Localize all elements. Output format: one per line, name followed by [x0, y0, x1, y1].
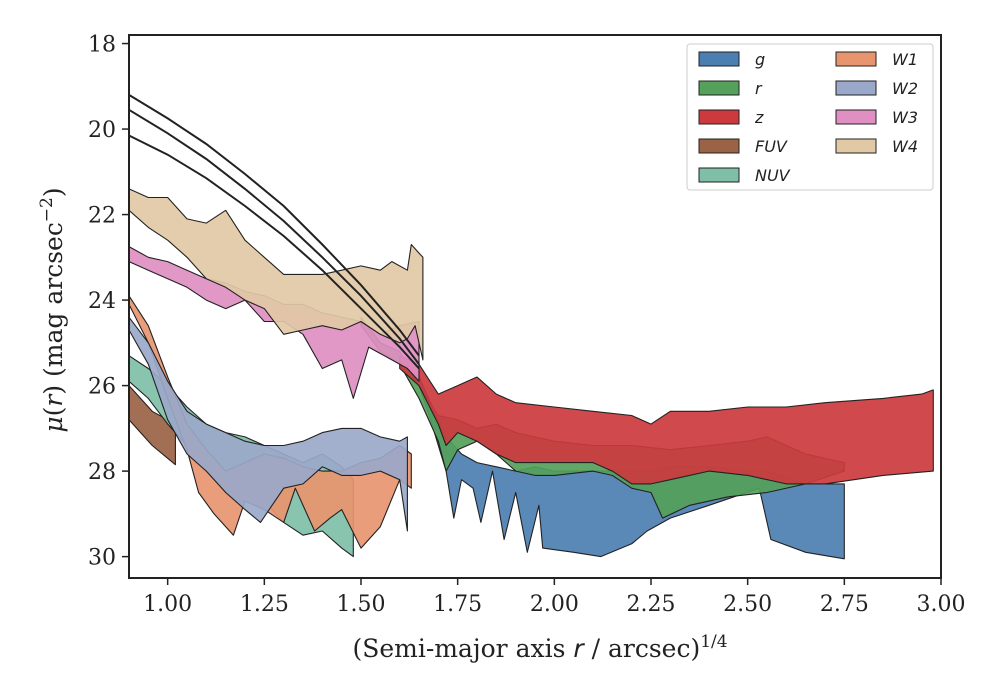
y-axis-title-open: (	[39, 407, 68, 417]
x-axis-title-var: r	[573, 634, 585, 663]
legend-swatch	[698, 138, 740, 154]
band-fuv	[128, 385, 176, 466]
y-axis-title-sup: −2	[37, 197, 57, 222]
y-axis-title-close: ) (mag arcsec	[39, 222, 68, 395]
legend-label: W3	[892, 108, 918, 127]
legend-item-r: r	[698, 79, 763, 98]
x-tick-label: 1.75	[433, 592, 482, 617]
legend-swatch	[698, 51, 740, 67]
y-axis-title-mu: μ	[39, 416, 68, 432]
legend-swatch	[698, 80, 740, 96]
plot-frame	[128, 34, 942, 579]
y-tick-label: 20	[88, 118, 116, 143]
model-lines-layer	[128, 94, 420, 370]
x-tick-label: 1.25	[240, 592, 289, 617]
legend-label: W1	[892, 50, 918, 69]
legend-item-w2: W2	[835, 79, 918, 98]
x-axis: 1.00 1.25 1.50 1.75 2.00 2.25 2.50 2.75 3.00	[143, 578, 965, 617]
y-axis-title: μ(r) (mag arcsec−2)	[37, 187, 68, 432]
legend: grz FUV NUV W1 W2 W3 W4	[686, 43, 934, 191]
band-w4	[128, 188, 424, 361]
band-w2	[128, 316, 408, 532]
y-axis: 18 20 22 24 26 28 30	[88, 33, 129, 571]
x-tick-label: 3.00	[917, 592, 966, 617]
legend-label: W4	[892, 137, 918, 156]
y-tick-label: 22	[88, 204, 116, 229]
legend-item-nuv: NUV	[698, 166, 791, 185]
y-axis-title-end: )	[39, 187, 68, 197]
legend-item-g: g	[698, 50, 765, 69]
x-tick-label: 2.25	[627, 592, 676, 617]
x-tick-label: 2.50	[723, 592, 772, 617]
x-tick-label: 1.50	[337, 592, 386, 617]
legend-swatch	[835, 109, 877, 125]
legend-swatch	[698, 167, 740, 183]
legend-label: r	[755, 79, 763, 98]
y-tick-label: 26	[88, 375, 116, 400]
legend-swatch	[835, 51, 877, 67]
legend-item-w1: W1	[835, 50, 918, 69]
legend-swatch	[698, 109, 740, 125]
legend-item-fuv: FUV	[698, 137, 788, 156]
x-axis-title: (Semi-major axis r / arcsec)1/4	[352, 632, 727, 663]
model-line-2	[128, 108, 420, 365]
legend-item-w3: W3	[835, 108, 918, 127]
y-tick-label: 28	[88, 460, 116, 485]
x-tick-label: 1.00	[143, 592, 192, 617]
legend-swatch	[835, 138, 877, 154]
model-line-1	[128, 94, 420, 357]
bands-layer	[128, 188, 934, 560]
legend-item-z: z	[698, 108, 764, 127]
x-tick-label: 2.00	[530, 592, 579, 617]
x-axis-title-rest: / arcsec)	[584, 634, 701, 663]
legend-label: W2	[892, 79, 918, 98]
x-axis-title-sup: 1/4	[700, 632, 727, 652]
y-tick-label: 30	[88, 546, 116, 571]
legend-swatch	[835, 80, 877, 96]
y-axis-title-var: r	[39, 393, 68, 407]
y-tick-label: 18	[88, 33, 116, 58]
x-axis-title-main: (Semi-major axis	[352, 634, 573, 663]
y-tick-label: 24	[88, 289, 116, 314]
legend-label: FUV	[755, 137, 788, 156]
x-tick-label: 2.75	[820, 592, 869, 617]
model-line-3	[128, 134, 420, 370]
band-z	[399, 355, 934, 485]
legend-label: g	[755, 50, 765, 69]
legend-label: NUV	[755, 166, 791, 185]
legend-item-w4: W4	[835, 137, 918, 156]
legend-label: z	[754, 108, 764, 127]
